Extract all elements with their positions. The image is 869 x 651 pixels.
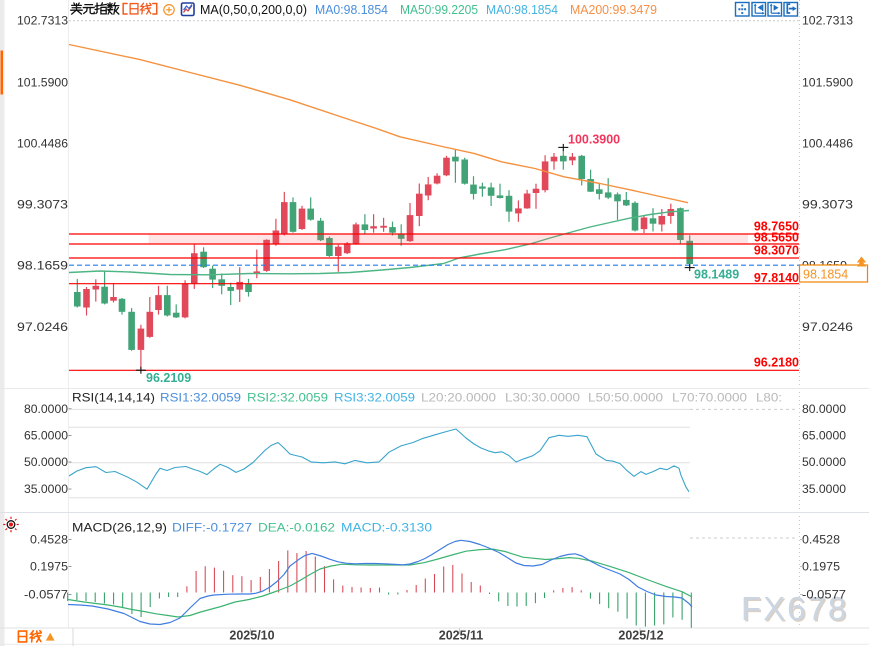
svg-text:0.4528: 0.4528: [802, 533, 840, 547]
svg-text:L50:50.0000: L50:50.0000: [588, 391, 663, 405]
svg-text:-0.0577: -0.0577: [24, 588, 68, 602]
svg-text:MACD:-0.3130: MACD:-0.3130: [341, 521, 432, 535]
svg-text:98.5650: 98.5650: [754, 231, 799, 245]
svg-text:98.7650: 98.7650: [754, 220, 799, 234]
svg-text:98.3070: 98.3070: [754, 243, 799, 257]
svg-text:100.4486: 100.4486: [17, 136, 68, 150]
svg-text:2025/11: 2025/11: [439, 629, 484, 643]
svg-text:-0.0577: -0.0577: [802, 588, 846, 602]
svg-text:98.1659: 98.1659: [17, 259, 68, 273]
svg-text:35.0000: 35.0000: [24, 482, 68, 496]
svg-text:MA50:99.2205: MA50:99.2205: [400, 2, 478, 17]
svg-text:101.5900: 101.5900: [17, 76, 68, 90]
svg-text:97.0246: 97.0246: [17, 320, 68, 334]
svg-text:99.3073: 99.3073: [17, 198, 68, 212]
svg-text:100.3900: 100.3900: [568, 132, 620, 146]
svg-text:96.2109: 96.2109: [146, 371, 191, 385]
svg-text:102.7313: 102.7313: [17, 14, 68, 28]
svg-text:98.1489: 98.1489: [694, 268, 739, 282]
svg-text:DIFF:-0.1727: DIFF:-0.1727: [172, 521, 252, 535]
svg-text:FX678: FX678: [741, 590, 848, 627]
svg-text:2025/10: 2025/10: [229, 629, 274, 643]
svg-text:96.2180: 96.2180: [754, 355, 799, 369]
svg-text:FX678: FX678: [743, 592, 850, 629]
svg-text:65.0000: 65.0000: [24, 429, 68, 443]
svg-text:RSI(14,14,14): RSI(14,14,14): [72, 391, 155, 405]
svg-text:80.0000: 80.0000: [802, 402, 846, 416]
svg-text:97.0246: 97.0246: [802, 320, 853, 334]
svg-text:102.7313: 102.7313: [802, 14, 853, 28]
svg-text:35.0000: 35.0000: [802, 482, 846, 496]
svg-text:L80:: L80:: [756, 391, 782, 405]
svg-text:RSI3:32.0059: RSI3:32.0059: [334, 391, 415, 405]
svg-text:101.5900: 101.5900: [802, 76, 853, 90]
svg-text:MA(0,50,0,200,0,0): MA(0,50,0,200,0,0): [200, 2, 307, 17]
svg-text:65.0000: 65.0000: [802, 429, 846, 443]
svg-text:DEA:-0.0162: DEA:-0.0162: [258, 521, 335, 535]
svg-text:L30:30.0000: L30:30.0000: [505, 391, 580, 405]
svg-text:99.3073: 99.3073: [802, 198, 853, 212]
svg-text:MACD(26,12,9): MACD(26,12,9): [72, 521, 167, 535]
svg-text:L70:70.0000: L70:70.0000: [672, 391, 747, 405]
svg-text:0.1975: 0.1975: [802, 560, 840, 574]
svg-text:50.0000: 50.0000: [802, 455, 846, 469]
svg-text:RSI1:32.0059: RSI1:32.0059: [160, 391, 241, 405]
svg-text:0.4528: 0.4528: [30, 533, 68, 547]
svg-text:80.0000: 80.0000: [24, 402, 68, 416]
svg-text:97.8140: 97.8140: [754, 271, 799, 285]
svg-text:100.4486: 100.4486: [802, 136, 853, 150]
svg-text:0.1975: 0.1975: [30, 560, 68, 574]
svg-text:50.0000: 50.0000: [24, 455, 68, 469]
svg-text:L20:20.0000: L20:20.0000: [421, 391, 496, 405]
svg-text:MA0:98.1854: MA0:98.1854: [315, 2, 388, 17]
svg-text:MA200:99.3479: MA200:99.3479: [570, 2, 657, 17]
svg-text:RSI2:32.0059: RSI2:32.0059: [247, 391, 328, 405]
svg-text:98.1854: 98.1854: [803, 268, 848, 282]
svg-text:2025/12: 2025/12: [618, 629, 663, 643]
svg-text:MA0:98.1854: MA0:98.1854: [486, 2, 558, 17]
